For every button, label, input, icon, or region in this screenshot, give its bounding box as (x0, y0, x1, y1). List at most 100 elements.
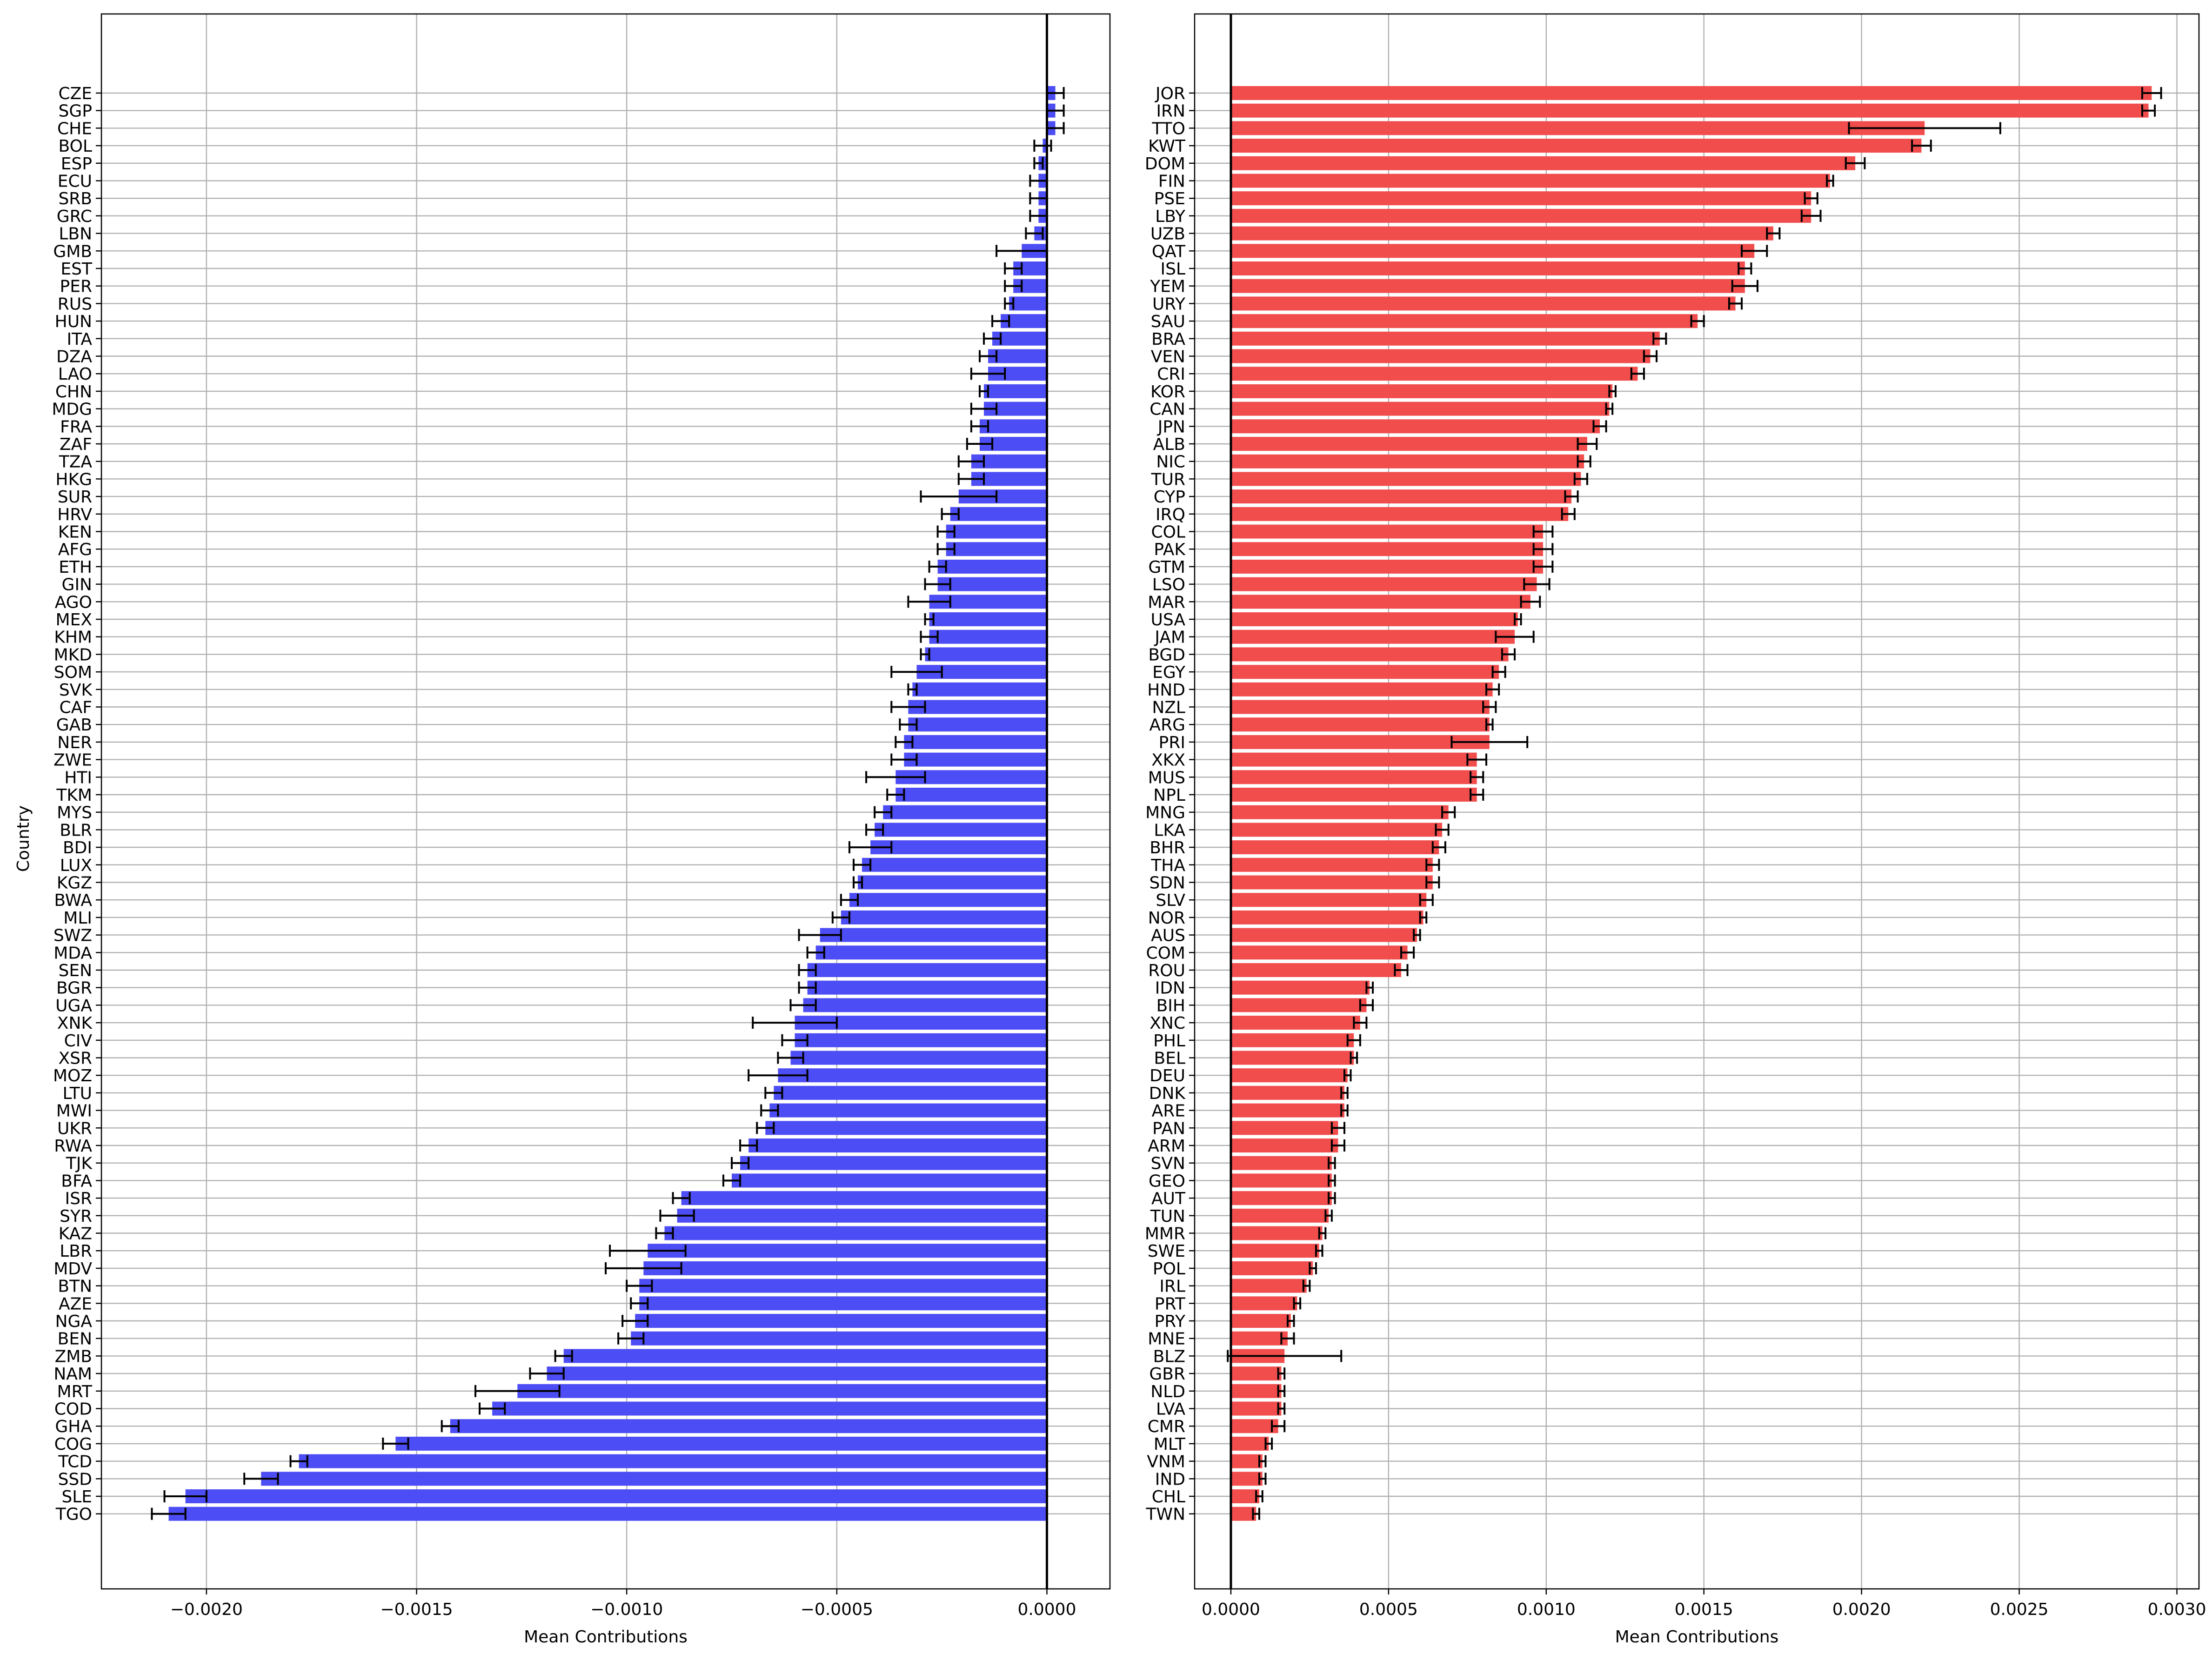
y-tick-label: SAU (1151, 312, 1186, 331)
y-tick-label: XSR (58, 1049, 92, 1068)
y-tick-label: USA (1151, 610, 1186, 630)
y-tick-label: ALB (1153, 435, 1185, 454)
y-tick-label: PAN (1152, 1119, 1185, 1138)
y-tick-label: KAZ (59, 1225, 92, 1244)
x-tick-label: 0.0000 (1202, 1600, 1260, 1619)
x-axis-label: Mean Contributions (524, 1628, 688, 1647)
y-tick-label: EST (60, 260, 93, 279)
y-tick-label: HUN (55, 312, 92, 331)
bar-mmr (1230, 1226, 1323, 1240)
y-tick-label: MEX (56, 610, 92, 630)
bar-lux (862, 857, 1047, 872)
bar-aut (1230, 1191, 1332, 1206)
y-tick-label: MAR (1148, 593, 1185, 612)
y-tick-label: ARE (1152, 1102, 1185, 1121)
bar-pan (1230, 1121, 1338, 1135)
y-tick-label: PRI (1159, 733, 1185, 752)
x-axis-label: Mean Contributions (1615, 1628, 1779, 1647)
y-tick-label: POL (1153, 1259, 1185, 1279)
y-tick-label: FIN (1158, 172, 1185, 191)
bar-cyp (1230, 489, 1572, 504)
bar-civ (795, 1033, 1047, 1047)
bar-cmr (1230, 1419, 1278, 1433)
y-tick-label: HKG (55, 470, 92, 489)
bar-geo (1230, 1173, 1332, 1188)
y-tick-label: BRA (1151, 330, 1185, 349)
y-tick-label: ZAF (60, 435, 92, 454)
y-tick-label: NOR (1148, 909, 1185, 928)
y-tick-label: PRT (1155, 1294, 1186, 1313)
bar-bdi (870, 840, 1047, 855)
y-tick-label: VEN (1151, 348, 1185, 367)
bar-irl (1230, 1279, 1307, 1293)
bar-nzl (1230, 700, 1490, 714)
bar-jam (1230, 630, 1515, 644)
bar-ury (1230, 296, 1736, 311)
x-tick-label: 0.0030 (2148, 1600, 2206, 1619)
x-tick-label: −0.0010 (590, 1600, 663, 1619)
bar-rus (1009, 296, 1047, 311)
bar-bih (1230, 998, 1367, 1012)
bar-ssd (261, 1472, 1047, 1486)
y-tick-label: ZMB (55, 1347, 92, 1366)
y-tick-label: TJK (66, 1154, 93, 1173)
bar-usa (1230, 612, 1518, 626)
bar-ner (904, 735, 1047, 749)
bar-caf (908, 700, 1047, 714)
y-tick-label: MWI (56, 1102, 92, 1121)
y-tick-label: MRT (57, 1382, 93, 1401)
y-tick-label: SGP (59, 102, 92, 121)
y-tick-label: LBY (1155, 207, 1186, 226)
y-tick-label: CAN (1149, 400, 1185, 419)
y-tick-label: SEN (58, 961, 92, 980)
y-tick-label: ITA (67, 330, 93, 349)
y-tick-label: HRV (57, 505, 92, 524)
y-tick-label: BGR (56, 979, 92, 998)
bar-bel (1230, 1051, 1354, 1065)
y-tick-label: DZA (56, 348, 92, 367)
y-tick-label: NZL (1152, 698, 1185, 717)
y-tick-label: AFG (58, 540, 92, 559)
y-tick-label: ETH (59, 558, 92, 577)
y-tick-label: COD (54, 1400, 92, 1419)
y-tick-label: MDG (52, 400, 92, 419)
y-tick-label: GIN (62, 576, 92, 595)
y-tick-label: EGY (1152, 663, 1186, 682)
bar-mys (883, 805, 1047, 819)
bar-mng (1230, 805, 1449, 819)
y-tick-label: CAF (60, 698, 92, 717)
bar-ven (1230, 349, 1651, 363)
axes-frame (100, 13, 1111, 1590)
bar-slv (1230, 893, 1427, 907)
y-tick-label: XKX (1151, 751, 1185, 770)
x-tick-label: 0.0005 (1359, 1600, 1418, 1619)
bar-kor (1230, 384, 1613, 398)
y-tick-label: ISR (65, 1189, 92, 1208)
y-tick-label: GRC (57, 207, 92, 226)
y-tick-label: VNM (1147, 1453, 1185, 1472)
bar-lva (1230, 1401, 1282, 1416)
bar-hrv (950, 507, 1047, 521)
y-tick-label: MUS (1148, 768, 1185, 787)
y-tick-label: GTM (1148, 558, 1185, 577)
y-tick-label: KOR (1150, 382, 1185, 402)
bar-mus (1230, 770, 1477, 784)
bar-ltu (774, 1085, 1047, 1100)
y-tick-label: MLT (1154, 1435, 1186, 1454)
bar-tun (1230, 1208, 1329, 1223)
bar-rou (1230, 963, 1402, 977)
bar-mwi (769, 1103, 1047, 1118)
bar-dnk (1230, 1085, 1344, 1100)
bar-cog (395, 1436, 1047, 1451)
y-tick-label: BDI (63, 838, 92, 857)
bar-dza (988, 349, 1047, 363)
bar-blr (875, 823, 1047, 837)
bar-swz (820, 928, 1047, 942)
bar-bgd (1230, 647, 1509, 662)
bar-moz (778, 1068, 1047, 1083)
bar-jpn (1230, 419, 1600, 434)
y-tick-label: KWT (1148, 137, 1186, 156)
y-tick-label: RUS (58, 295, 92, 314)
y-tick-label: CHE (57, 119, 92, 138)
x-tick-label: 0.0000 (1018, 1600, 1076, 1619)
